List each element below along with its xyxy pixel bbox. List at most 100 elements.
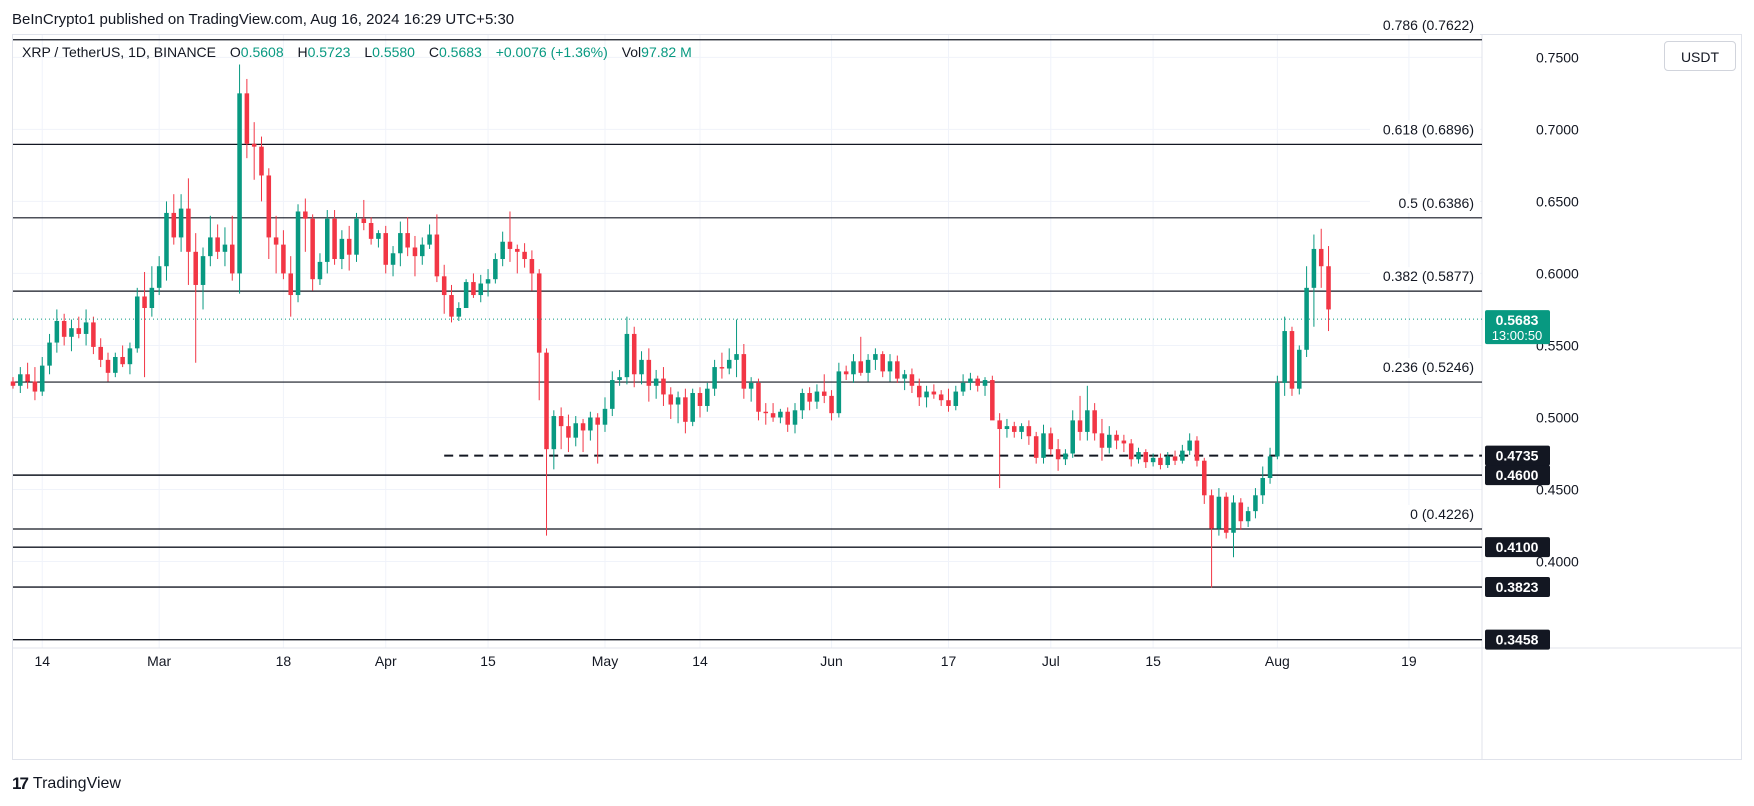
candle-body: [748, 382, 754, 389]
candle-body: [756, 382, 761, 412]
candle: [909, 368, 915, 394]
candle-body: [558, 416, 564, 427]
candle: [544, 348, 549, 536]
candle-body: [171, 212, 177, 238]
currency-button[interactable]: USDT: [1664, 41, 1736, 71]
candle: [807, 387, 812, 411]
candle-body: [390, 253, 396, 265]
candle: [493, 253, 498, 284]
candle-body: [836, 371, 842, 414]
candle-body: [10, 381, 16, 386]
candle-body: [317, 261, 323, 280]
candle: [617, 369, 622, 386]
candle: [47, 333, 52, 375]
candle-body: [785, 411, 790, 425]
candle: [726, 348, 732, 375]
candle: [273, 215, 279, 274]
candle: [1114, 430, 1119, 450]
candle: [449, 284, 454, 323]
candle-body: [1267, 456, 1273, 479]
fib-level-label: 0.5 (0.6386): [1399, 195, 1475, 211]
candle-body: [1253, 495, 1258, 512]
candle-body: [1085, 410, 1090, 432]
candle-body: [997, 420, 1002, 430]
candle-body: [1318, 248, 1324, 267]
candle: [368, 217, 374, 245]
candle-body: [697, 393, 703, 406]
candle: [522, 243, 527, 268]
candle: [142, 271, 147, 378]
candle: [836, 362, 842, 418]
candle: [1019, 423, 1024, 440]
candle-body: [449, 295, 454, 317]
candle: [639, 351, 644, 385]
candle: [69, 319, 74, 352]
candle: [215, 224, 220, 260]
candle: [237, 64, 242, 294]
candle: [661, 367, 666, 406]
time-tick-label: Aug: [1265, 653, 1290, 669]
candle: [420, 237, 425, 265]
candle: [865, 354, 871, 382]
time-tick-label: 17: [941, 653, 957, 669]
candle: [383, 225, 388, 274]
open-label: O: [229, 44, 241, 60]
candle: [529, 250, 535, 291]
candle-body: [39, 365, 45, 392]
candle-body: [493, 259, 498, 280]
candle-body: [595, 417, 600, 425]
symbol-label[interactable]: XRP / TetherUS, 1D, BINANCE: [22, 44, 216, 60]
time-tick-label: Apr: [375, 653, 397, 669]
fib-label-bg: [1370, 15, 1480, 35]
candle: [1026, 420, 1032, 445]
candle-body: [1311, 248, 1317, 288]
candle: [880, 351, 885, 378]
candle: [18, 367, 23, 394]
fib-level-label: 0 (0.4226): [1410, 506, 1474, 522]
candle: [390, 246, 396, 277]
tradingview-brand[interactable]: 17 TradingView: [12, 774, 121, 794]
candle-body: [346, 238, 352, 255]
candle-body: [1128, 443, 1134, 460]
candle-body: [515, 248, 520, 252]
time-tick-label: Mar: [147, 653, 171, 669]
candle: [76, 316, 82, 339]
candle-body: [1275, 382, 1280, 457]
candle: [858, 336, 864, 376]
time-tick-label: May: [592, 653, 618, 669]
fib-levels: 0.786 (0.7622) 0.618 (0.6896) 0.5 (0.6386)…: [13, 15, 1482, 530]
candle: [697, 387, 703, 418]
support-level-tag: [1485, 629, 1550, 650]
candle: [1223, 492, 1229, 539]
candle: [1304, 266, 1309, 357]
candle: [690, 388, 695, 427]
candle: [266, 168, 272, 260]
candle: [602, 397, 608, 432]
candle-body: [726, 359, 732, 369]
candle-body: [251, 143, 257, 147]
candle: [25, 362, 30, 389]
candle: [193, 233, 198, 363]
candle: [1231, 495, 1236, 558]
candle: [434, 214, 440, 283]
candle: [748, 377, 754, 402]
candle-body: [683, 397, 688, 422]
candle-body: [1209, 495, 1214, 529]
candle: [113, 352, 118, 378]
candle: [668, 387, 674, 419]
candle-body: [617, 377, 622, 381]
candle-body: [821, 391, 827, 396]
candle-body: [332, 218, 337, 260]
candle-body: [1326, 266, 1331, 310]
candle-body: [281, 244, 286, 274]
candle-body: [1304, 287, 1309, 350]
candle-body: [441, 276, 447, 296]
candle-body: [529, 259, 535, 274]
candle: [1216, 488, 1222, 536]
candle: [653, 369, 659, 399]
candle: [741, 344, 747, 399]
candle-body: [500, 241, 505, 260]
candle: [734, 319, 739, 378]
candle-body: [843, 371, 849, 375]
